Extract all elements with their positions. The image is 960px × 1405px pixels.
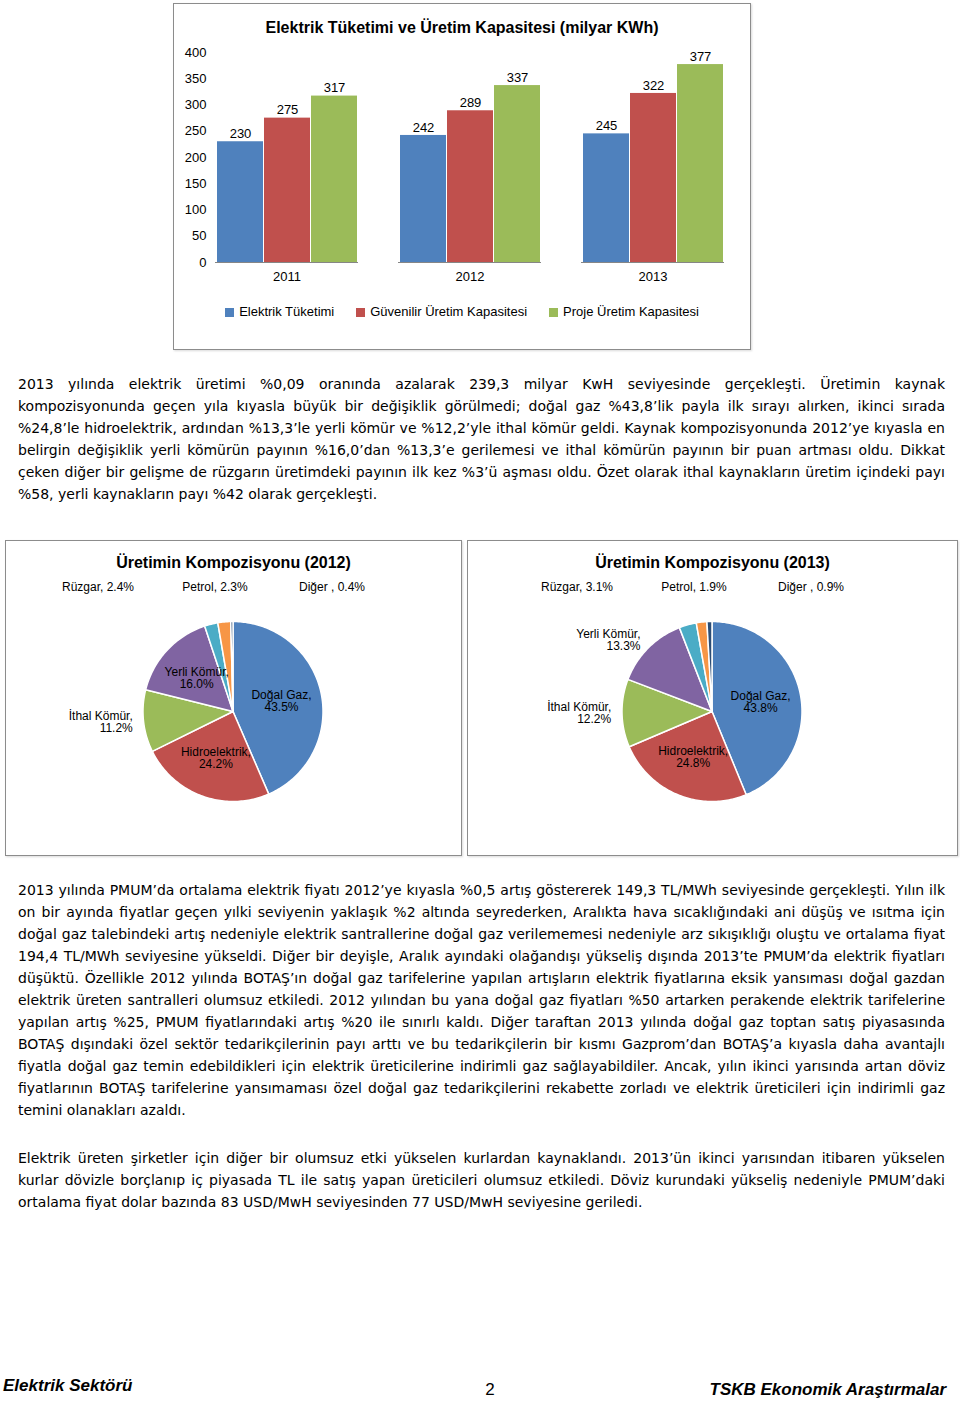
svg-text:150: 150 bbox=[185, 176, 207, 191]
svg-text:50: 50 bbox=[192, 228, 206, 243]
svg-text:Rüzgar, 2.4%: Rüzgar, 2.4% bbox=[62, 580, 134, 594]
html-text:Üretimin Kompozisyonu (2012): Üretimin Kompozisyonu (2012) bbox=[116, 554, 351, 571]
svg-text:İthal Kömür,12.2%: İthal Kömür,12.2% bbox=[547, 700, 611, 726]
html-text:Proje Üretim Kapasitesi: Proje Üretim Kapasitesi bbox=[563, 304, 699, 319]
svg-text:Yerli Kömür,13.3%: Yerli Kömür,13.3% bbox=[576, 627, 641, 653]
html-text:Üretimin Kompozisyonu (2013): Üretimin Kompozisyonu (2013) bbox=[595, 554, 830, 571]
svg-text:İthal Kömür,11.2%: İthal Kömür,11.2% bbox=[69, 709, 133, 735]
svg-text:Diğer , 0.9%: Diğer , 0.9% bbox=[778, 580, 844, 594]
svg-text:275: 275 bbox=[277, 102, 299, 117]
svg-text:2011: 2011 bbox=[273, 269, 301, 284]
svg-text:289: 289 bbox=[460, 95, 482, 110]
svg-text:Diğer , 0.4%: Diğer , 0.4% bbox=[299, 580, 365, 594]
html-text:Elektrik Sektörü: Elektrik Sektörü bbox=[3, 1376, 133, 1395]
html-text:2013 yılında elektrik üretimi: 2013 yılında elektrik üretimi %0,09 oran… bbox=[18, 376, 945, 502]
svg-text:100: 100 bbox=[185, 202, 207, 217]
svg-text:350: 350 bbox=[185, 71, 207, 86]
svg-text:337: 337 bbox=[507, 70, 529, 85]
svg-text:317: 317 bbox=[324, 80, 346, 95]
svg-text:250: 250 bbox=[185, 123, 207, 138]
svg-text:0: 0 bbox=[199, 255, 206, 270]
svg-text:300: 300 bbox=[185, 97, 207, 112]
svg-text:400: 400 bbox=[185, 45, 207, 60]
svg-text:2012: 2012 bbox=[456, 269, 485, 284]
html-text:Elektrik üreten şirketler için: Elektrik üreten şirketler için diğer bir… bbox=[18, 1150, 945, 1210]
svg-text:245: 245 bbox=[596, 118, 618, 133]
svg-text:Yerli Kömür,16.0%: Yerli Kömür,16.0% bbox=[165, 665, 229, 691]
html-text:Elektrik Tüketimi ve Üretim Ka: Elektrik Tüketimi ve Üretim Kapasitesi (… bbox=[265, 19, 659, 36]
html-text:Güvenilir Üretim Kapasitesi: Güvenilir Üretim Kapasitesi bbox=[370, 304, 527, 319]
svg-text:242: 242 bbox=[413, 120, 435, 135]
svg-text:Doğal Gaz,43.8%: Doğal Gaz,43.8% bbox=[731, 689, 791, 715]
svg-text:200: 200 bbox=[185, 150, 207, 165]
svg-text:Petrol, 1.9%: Petrol, 1.9% bbox=[661, 580, 727, 594]
html-text:2013 yılında PMUM’da ortalama: 2013 yılında PMUM’da ortalama elektrik f… bbox=[18, 882, 945, 1118]
svg-text:Hidroelektrik,24.8%: Hidroelektrik,24.8% bbox=[658, 744, 728, 770]
svg-text:322: 322 bbox=[643, 78, 665, 93]
svg-text:Petrol, 2.3%: Petrol, 2.3% bbox=[182, 580, 248, 594]
html-text:TSKB Ekonomik Araştırmalar: TSKB Ekonomik Araştırmalar bbox=[709, 1380, 946, 1399]
svg-text:230: 230 bbox=[230, 126, 252, 141]
svg-text:377: 377 bbox=[690, 49, 712, 64]
svg-text:Doğal Gaz,43.5%: Doğal Gaz,43.5% bbox=[251, 688, 311, 714]
html-text:2: 2 bbox=[485, 1380, 495, 1399]
svg-text:2013: 2013 bbox=[639, 269, 668, 284]
html-text:Elektrik Tüketimi: Elektrik Tüketimi bbox=[239, 304, 335, 319]
svg-text:Rüzgar, 3.1%: Rüzgar, 3.1% bbox=[541, 580, 613, 594]
svg-text:Hidroelektrik,24.2%: Hidroelektrik,24.2% bbox=[181, 745, 251, 771]
